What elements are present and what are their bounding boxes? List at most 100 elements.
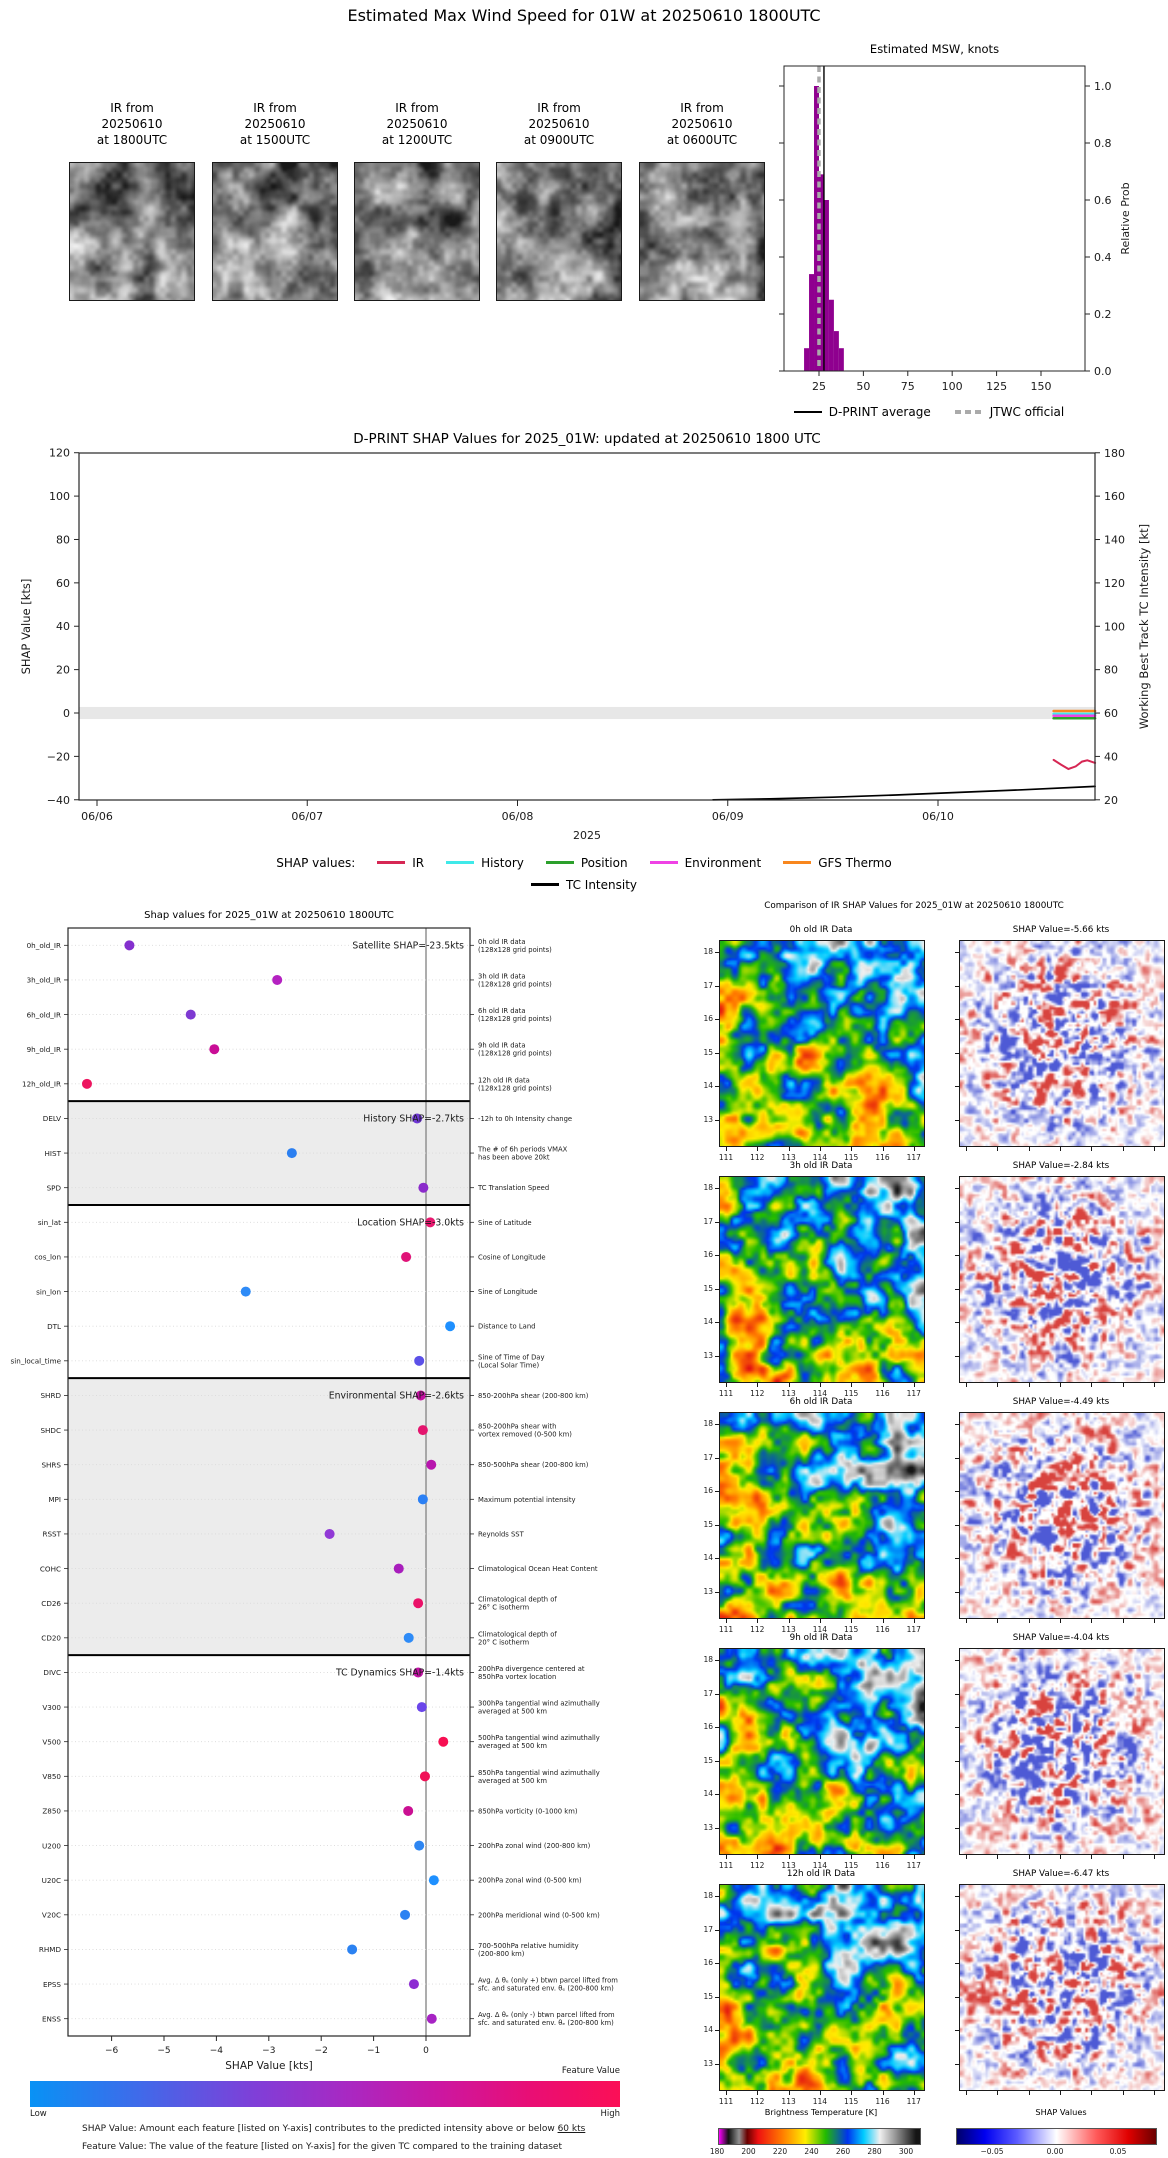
ir-thumbnail-label: IR from 20250610 at 0600UTC <box>639 100 765 148</box>
chart-title: Estimated MSW, knots <box>870 42 999 56</box>
feature-label: RHMD <box>39 1945 62 1954</box>
ir-thumbnail-label-line: 20250610 <box>101 117 163 131</box>
y-tick <box>955 1558 959 1560</box>
feature-label: CD26 <box>41 1599 61 1608</box>
dot-V20C <box>400 1909 411 1920</box>
feature-desc: Climatological depth of 20° C isotherm <box>478 1630 557 1646</box>
x-tick-label: 115 <box>844 1153 859 1162</box>
y-tick-label: 16 <box>703 1250 713 1260</box>
feature-value-footnote: Feature Value: The value of the feature … <box>82 2142 563 2152</box>
feature-value-low-label: Low <box>30 2109 47 2119</box>
feature-label: SPD <box>47 1183 62 1192</box>
feature-desc: Sine of Longitude <box>478 1288 537 1296</box>
y-tick-label: 18 <box>703 1655 713 1664</box>
x-tick-label: 113 <box>781 1389 796 1398</box>
y-tick <box>715 2064 719 2065</box>
legend-label: Environment <box>684 855 762 870</box>
dot-ENSS <box>426 2013 437 2024</box>
x-tick <box>819 1855 821 1859</box>
x-tick-label: 112 <box>750 2097 765 2106</box>
y-tick-label: 17 <box>703 1924 713 1934</box>
y-tick-label: 15 <box>703 1519 713 1529</box>
dot-6h_old_IR <box>185 1009 196 1020</box>
x-tick-label: 114 <box>812 1861 828 1870</box>
feature-desc: 300hPa tangential wind azimuthally averag… <box>478 1700 600 1716</box>
group-label: History SHAP=-2.7kts <box>363 1113 464 1124</box>
shap-colorbar-tick: −0.05 <box>980 2147 1004 2156</box>
feature-desc: -12h to 0h Intensity change <box>478 1115 572 1123</box>
y-tick <box>715 1693 719 1695</box>
y-tick <box>955 1929 959 1931</box>
histogram-bar <box>833 331 839 371</box>
ir-data-map-1 <box>719 1176 925 1383</box>
y-tick-label: 60 <box>1104 707 1118 720</box>
x-tick <box>1059 1855 1061 1859</box>
y-tick-label: 14 <box>703 1553 713 1563</box>
x-tick <box>1059 1147 1061 1151</box>
y-tick <box>715 1929 719 1931</box>
legend-swatch <box>377 861 406 864</box>
y-tick <box>715 1828 719 1829</box>
y-tick <box>955 1727 959 1729</box>
ir-data-map-3 <box>719 1648 925 1855</box>
x-tick <box>1153 2091 1155 2095</box>
shap-dot-plot: Shap values for 2025_01W at 20250610 180… <box>11 910 619 2072</box>
feature-desc: 850-200hPa shear (200-800 km) <box>478 1392 589 1400</box>
y-tick <box>715 1052 719 1054</box>
y-tick <box>715 1457 719 1459</box>
x-tick-label: 116 <box>875 1153 890 1162</box>
dot-RSST <box>324 1528 335 1539</box>
plot-frame <box>78 452 1096 801</box>
y-tick-label: 120 <box>49 447 70 460</box>
y-tick-label: 16 <box>703 1722 713 1732</box>
y-tick <box>955 1457 959 1459</box>
y-tick <box>715 1794 719 1796</box>
y-tick <box>955 1255 959 1257</box>
y-tick <box>715 1727 719 1729</box>
brightness-colorbar-tick: 220 <box>772 2147 788 2156</box>
feature-label: 3h_old_IR <box>27 976 61 985</box>
x-tick-label: 150 <box>1030 380 1051 393</box>
legend-item-d-print-average: D-PRINT average <box>793 405 931 419</box>
x-tick-label: 115 <box>844 1389 859 1398</box>
y-tick-label: 140 <box>1104 534 1125 547</box>
x-tick <box>757 1147 759 1151</box>
x-tick <box>757 1619 759 1623</box>
ir-thumbnail-3: IR from 20250610 at 0900UTC <box>496 100 622 301</box>
x-tick <box>788 1147 790 1151</box>
legend-item-position: Position <box>545 856 628 870</box>
x-tick <box>997 1147 999 1151</box>
x-tick <box>966 2091 967 2095</box>
group-label: Location SHAP=-3.0kts <box>357 1217 464 1228</box>
y-tick-label: 14 <box>703 1081 713 1091</box>
legend-swatch <box>530 883 559 886</box>
y-tick <box>715 1996 719 1998</box>
feature-desc: 200hPa meridional wind (0-500 km) <box>478 1911 600 1919</box>
dot-COHC <box>393 1563 404 1574</box>
shap-map-title-3: SHAP Value=-4.04 kts <box>1012 1633 1110 1643</box>
feature-label: RSST <box>42 1530 61 1539</box>
x-tick <box>1122 1855 1124 1859</box>
dot-U20C <box>428 1875 439 1886</box>
histogram-bar <box>809 274 815 371</box>
feature-label: ENSS <box>42 2014 61 2023</box>
feature-value-high-label: High <box>600 2109 620 2119</box>
ir-map-title-4: 12h old IR Data <box>786 1869 856 1879</box>
x-tick-label: 06/07 <box>291 810 323 823</box>
y-tick <box>955 952 959 953</box>
y-tick-label: 40 <box>56 620 70 633</box>
x-tick-label: 111 <box>718 2097 734 2106</box>
feature-desc: 850hPa vorticity (0-1000 km) <box>478 1807 578 1815</box>
x-tick-label: 113 <box>781 1625 796 1634</box>
x-tick-label: 113 <box>781 2097 796 2106</box>
shap-timeseries-legend-row2: TC Intensity <box>0 876 1168 893</box>
y-tick-label: 60 <box>56 577 70 590</box>
ir-data-map-4 <box>719 1884 925 2091</box>
dot-cos_lon <box>401 1251 412 1262</box>
feature-desc: 200hPa divergence centered at 850hPa vort… <box>478 1665 585 1681</box>
ir-data-map-2 <box>719 1412 925 1619</box>
y-tick <box>955 1356 959 1357</box>
x-tick-label: 115 <box>844 1861 859 1870</box>
legend-label: D-PRINT average <box>828 405 931 419</box>
x-tick-label: 117 <box>906 1861 921 1870</box>
